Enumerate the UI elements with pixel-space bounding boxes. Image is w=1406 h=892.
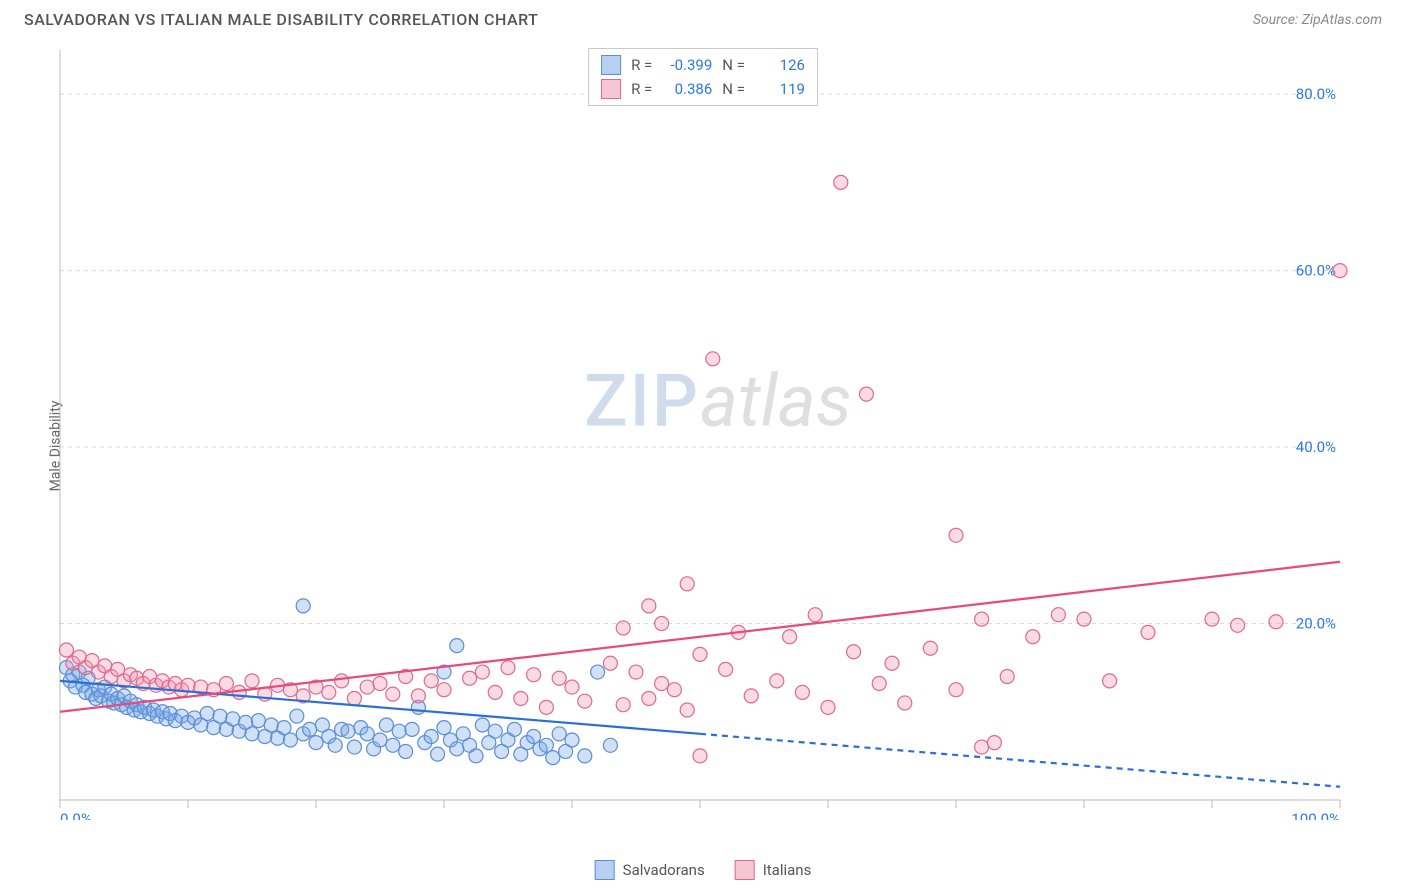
legend-label-salvadorans: Salvadorans — [623, 861, 705, 879]
legend-swatch-salvadorans — [601, 55, 621, 75]
legend-label-italians: Italians — [763, 861, 812, 879]
svg-text:0.0%: 0.0% — [60, 810, 92, 820]
r-value-italians: 0.386 — [662, 80, 712, 98]
source-label: Source: ZipAtlas.com — [1253, 12, 1382, 28]
svg-text:20.0%: 20.0% — [1296, 615, 1336, 633]
stats-legend: R = -0.399 N = 126 R = 0.386 N = 119 — [588, 48, 818, 106]
chart-title: SALVADORAN VS ITALIAN MALE DISABILITY CO… — [24, 10, 538, 29]
stats-row: R = -0.399 N = 126 — [601, 53, 805, 77]
svg-text:100.0%: 100.0% — [1291, 810, 1340, 820]
svg-text:60.0%: 60.0% — [1296, 262, 1336, 280]
n-label: N = — [722, 56, 745, 74]
legend-item-salvadorans: Salvadorans — [595, 860, 705, 880]
r-label: R = — [631, 56, 652, 74]
r-label: R = — [631, 80, 652, 98]
legend-swatch-italians — [735, 860, 755, 880]
legend-swatch-italians — [601, 79, 621, 99]
bottom-legend: Salvadorans Italians — [595, 860, 812, 880]
svg-text:80.0%: 80.0% — [1296, 85, 1336, 103]
scatter-chart: 20.0% 40.0% 60.0% 80.0% 0.0% 100.0% — [50, 40, 1350, 820]
legend-item-italians: Italians — [735, 860, 812, 880]
n-value-salvadorans: 126 — [755, 56, 805, 74]
r-value-salvadorans: -0.399 — [662, 56, 712, 74]
n-value-italians: 119 — [755, 80, 805, 98]
svg-text:40.0%: 40.0% — [1296, 438, 1336, 456]
chart-container: 20.0%40.0%60.0%80.0%0.0%100.0% ZIPatlas — [50, 40, 1386, 842]
stats-row: R = 0.386 N = 119 — [601, 77, 805, 101]
n-label: N = — [722, 80, 745, 98]
legend-swatch-salvadorans — [595, 860, 615, 880]
